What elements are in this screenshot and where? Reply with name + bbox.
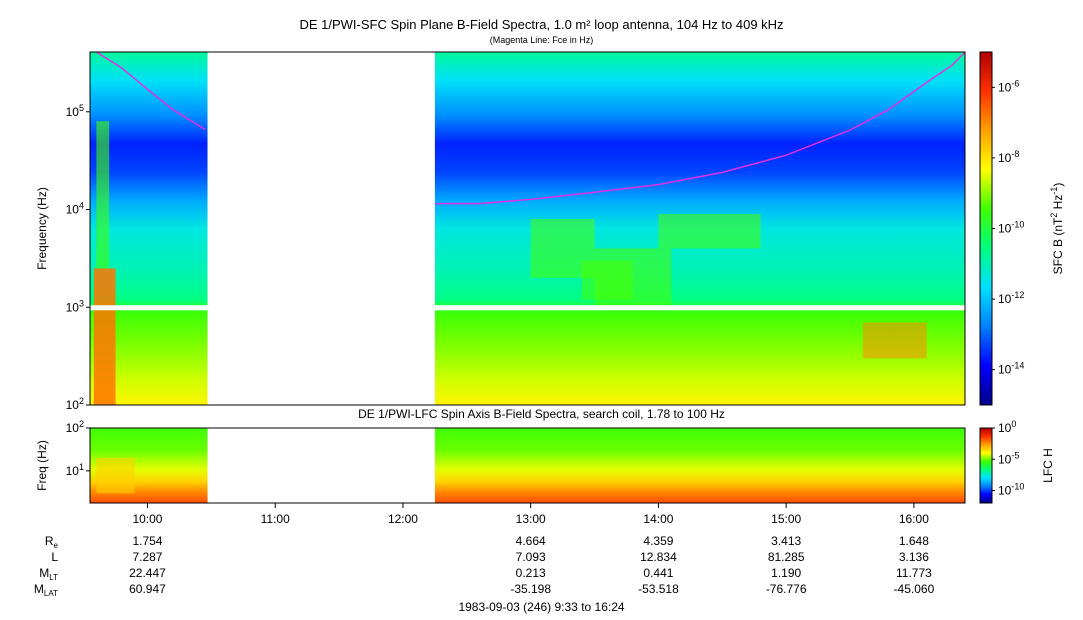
x-tick-label: 12:00 (388, 512, 418, 526)
x-tick-label: 10:00 (132, 512, 162, 526)
ephemeris-row-label: MLT (39, 566, 58, 582)
ephemeris-value: 1.648 (899, 534, 929, 548)
sfc-emission-patch (862, 322, 927, 359)
sfc-panel: 102 103 104 105 Frequency (Hz) 10-6 10-8 10-10 1… (35, 51, 1065, 412)
sfc-ytick-label: 103 (66, 298, 84, 314)
ephemeris-value: -45.060 (894, 582, 935, 596)
sfc-cbar-title: SFC B (nT2 Hz-1) (1049, 183, 1065, 275)
sfc-emission-patch (658, 213, 761, 249)
lfc-panel: 101 102 Freq (Hz) 100 10-5 10-10 LFC H (35, 419, 1055, 504)
sfc-ytick-label: 105 (66, 103, 84, 119)
lfc-burst (96, 457, 135, 494)
sfc-burst-emission (93, 268, 116, 405)
x-tick-label: 11:00 (261, 512, 290, 526)
ephemeris-value: -76.776 (766, 582, 807, 596)
lfc-cbar-label: 10-10 (998, 482, 1024, 498)
sfc-ytick-label: 104 (66, 201, 84, 217)
lfc-cbar-title: LFC H (1041, 448, 1055, 483)
lower-panel-title: DE 1/PWI-LFC Spin Axis B-Field Spectra, … (358, 407, 725, 421)
ephemeris-value: 60.947 (129, 582, 166, 596)
ephemeris-value: 7.093 (516, 550, 546, 564)
chart-title: DE 1/PWI-SFC Spin Plane B-Field Spectra,… (299, 17, 784, 32)
ephemeris-row-label: MLAT (34, 582, 58, 598)
ephemeris-value: 11.773 (896, 566, 932, 580)
sfc-ytick-label: 102 (66, 396, 84, 412)
fce-line (95, 51, 206, 131)
fce-line (434, 51, 966, 205)
chart-subtitle: (Magenta Line: Fce in Hz) (489, 35, 594, 45)
sfc-frame (89, 51, 966, 406)
lfc-cbar-label: 10-5 (998, 450, 1019, 466)
x-axis: 10:00 11:00 12:00 13:00 14:00 15:00 16:00 (132, 503, 929, 526)
sfc-colorbar (979, 51, 993, 406)
lfc-ylabel: Freq (Hz) (35, 440, 49, 491)
sfc-burst-column (96, 121, 110, 269)
x-tick-label: 16:00 (899, 512, 929, 526)
ephemeris-value: -53.518 (638, 582, 679, 596)
sfc-cbar-label: 10-10 (998, 220, 1024, 236)
ephemeris-table: Re 1.754 4.664 4.359 3.413 1.648 L 7.287 7.093 12… (34, 534, 935, 598)
sfc-cbar-label: 10-14 (998, 361, 1024, 377)
x-tick-label: 15:00 (771, 512, 801, 526)
ephemeris-value: 0.213 (516, 566, 546, 580)
ephemeris-row-label: Re (45, 534, 59, 550)
lfc-colorbar (979, 427, 993, 504)
x-tick-label: 14:00 (643, 512, 673, 526)
ephemeris-value: 7.287 (132, 550, 162, 564)
ephemeris-value: 1.754 (132, 534, 162, 548)
x-tick-label: 13:00 (516, 512, 546, 526)
ephemeris-value: 3.136 (899, 550, 929, 564)
ephemeris-value: 3.413 (771, 534, 801, 548)
lfc-ytick-label: 102 (66, 419, 84, 435)
ephemeris-value: 81.285 (768, 550, 805, 564)
sfc-cbar-label: 10-12 (998, 290, 1024, 306)
lfc-cbar-label: 100 (998, 419, 1016, 435)
sfc-cbar-label: 10-6 (998, 78, 1019, 94)
lfc-frame (89, 427, 966, 504)
time-range-footer: 1983-09-03 (246) 9:33 to 16:24 (458, 600, 625, 614)
ephemeris-row-label: L (51, 550, 58, 564)
ephemeris-value: -35.198 (510, 582, 551, 596)
lfc-data-gap (207, 428, 435, 503)
sfc-ylabel: Frequency (Hz) (35, 187, 49, 270)
ephemeris-value: 4.359 (643, 534, 673, 548)
sfc-emission-patch (581, 260, 633, 300)
ephemeris-value: 4.664 (516, 534, 546, 548)
ephemeris-value: 12.834 (640, 550, 677, 564)
sfc-band-gap (90, 305, 965, 311)
lfc-ytick-label: 101 (66, 462, 84, 478)
ephemeris-value: 22.447 (129, 566, 166, 580)
sfc-cbar-label: 10-8 (998, 149, 1019, 165)
ephemeris-value: 0.441 (643, 566, 673, 580)
sfc-data-gap (207, 52, 435, 405)
ephemeris-value: 1.190 (771, 566, 801, 580)
